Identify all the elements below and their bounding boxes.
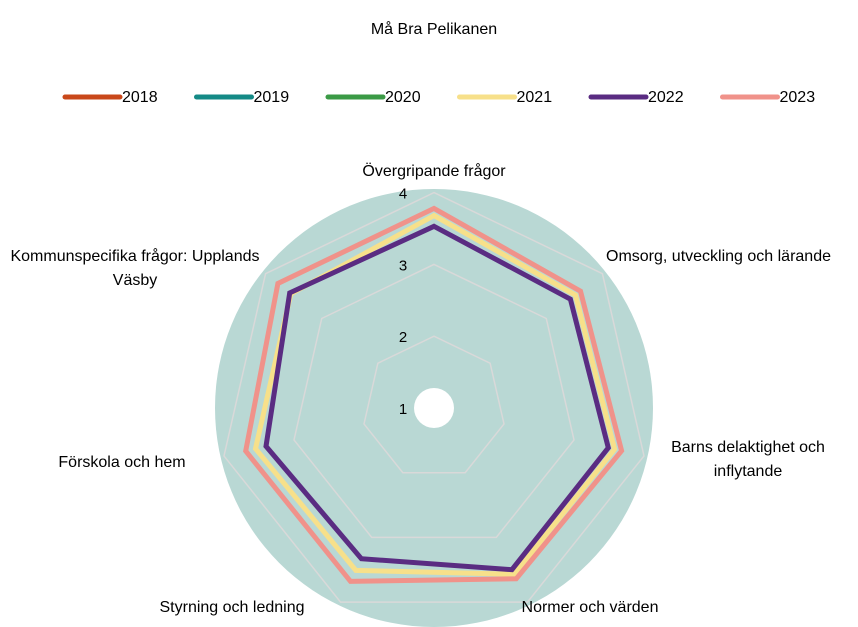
r-tick-label: 2 (399, 329, 407, 346)
category-label: Övergripande frågor (362, 163, 506, 180)
legend-label: 2021 (517, 89, 553, 106)
r-tick-label: 4 (399, 186, 407, 203)
legend-label: 2022 (648, 89, 684, 106)
category-label: Förskola och hem (58, 454, 186, 471)
category-label: Omsorg, utveckling och lärande (606, 248, 831, 265)
legend-label: 2018 (122, 89, 158, 106)
category-label: Normer och värden (521, 599, 659, 616)
legend-label: 2020 (385, 89, 421, 106)
r-tick-label: 3 (399, 257, 407, 274)
legend-label: 2019 (254, 89, 290, 106)
grid-line (293, 263, 575, 539)
r-tick-label: 1 (399, 401, 407, 418)
chart-title: Må Bra Pelikanen (371, 20, 497, 38)
category-label: Kommunspecifika frågor: Upplands Väsby (10, 248, 260, 289)
category-label: Styrning och ledning (159, 599, 305, 616)
legend-label: 2023 (780, 89, 816, 106)
polar-hole (414, 388, 454, 428)
series-line (243, 205, 625, 584)
series-line (263, 223, 612, 573)
grid-line (363, 335, 505, 474)
category-label: Barns delaktighet och inflytande (671, 439, 825, 480)
grid-line (223, 191, 645, 603)
